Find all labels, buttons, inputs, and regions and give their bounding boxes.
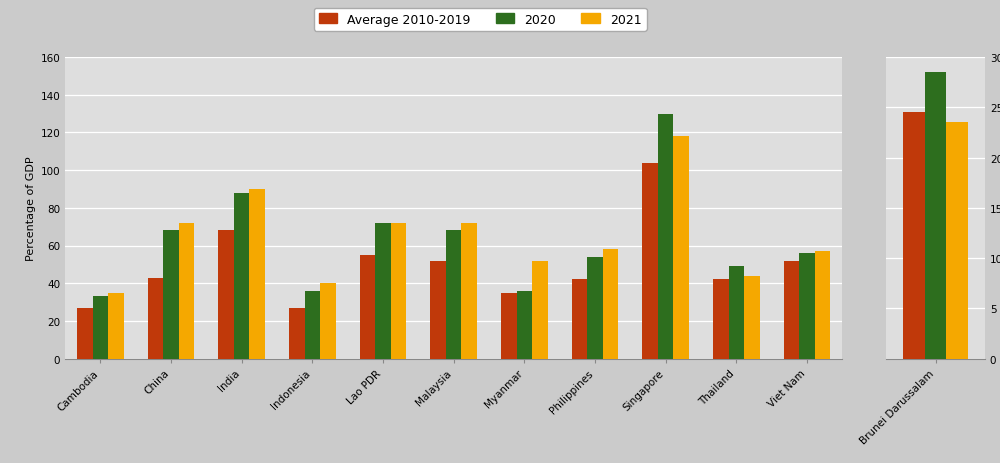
Bar — [729, 267, 744, 359]
Bar — [391, 224, 406, 359]
Bar — [713, 280, 729, 359]
Bar — [572, 280, 587, 359]
Bar — [77, 308, 93, 359]
Bar — [501, 293, 517, 359]
Bar — [305, 291, 320, 359]
Bar — [603, 250, 618, 359]
Bar — [903, 113, 925, 359]
Bar — [148, 278, 163, 359]
Bar — [163, 231, 179, 359]
Bar — [744, 276, 760, 359]
Legend: Average 2010-2019, 2020, 2021: Average 2010-2019, 2020, 2021 — [314, 8, 646, 31]
Bar — [430, 261, 446, 359]
Y-axis label: Percentage of GDP: Percentage of GDP — [26, 156, 36, 261]
Bar — [784, 261, 799, 359]
Bar — [642, 163, 658, 359]
Bar — [587, 257, 603, 359]
Bar — [360, 256, 375, 359]
Bar — [289, 308, 305, 359]
Bar — [320, 283, 336, 359]
Bar — [446, 231, 461, 359]
Bar — [249, 189, 265, 359]
Bar — [799, 254, 815, 359]
Bar — [218, 231, 234, 359]
Bar — [946, 123, 968, 359]
Bar — [461, 224, 477, 359]
Bar — [815, 251, 830, 359]
Bar — [234, 194, 249, 359]
Bar — [108, 293, 124, 359]
Bar — [673, 137, 689, 359]
Bar — [658, 114, 673, 359]
Bar — [93, 297, 108, 359]
Bar — [517, 291, 532, 359]
Bar — [925, 73, 946, 359]
Bar — [375, 224, 391, 359]
Bar — [179, 224, 194, 359]
Bar — [532, 261, 548, 359]
